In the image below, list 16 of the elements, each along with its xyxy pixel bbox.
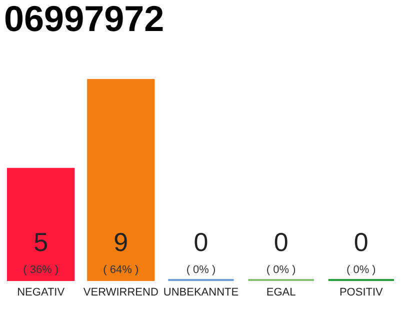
annotation: ( 0% ) bbox=[266, 264, 296, 276]
annotation: ( 0% ) bbox=[346, 264, 376, 276]
annotation: ( 0% ) bbox=[186, 264, 216, 276]
chart-title: 06997972 bbox=[4, 0, 164, 39]
data-label: 0 bbox=[354, 227, 368, 257]
x-tick-label: POSITIV bbox=[339, 286, 384, 298]
x-tick-label: EGAL bbox=[266, 286, 296, 298]
annotation: ( 36% ) bbox=[23, 264, 59, 276]
x-tick-label: NEGATIV bbox=[17, 286, 66, 298]
data-label: 0 bbox=[194, 227, 208, 257]
annotation: ( 64% ) bbox=[103, 264, 139, 276]
data-label: 9 bbox=[114, 227, 128, 257]
x-tick-label: VERWIRREND bbox=[83, 286, 158, 298]
data-label: 0 bbox=[274, 227, 288, 257]
data-label: 5 bbox=[34, 227, 48, 257]
x-tick-label: UNBEKANNTE bbox=[163, 286, 239, 298]
